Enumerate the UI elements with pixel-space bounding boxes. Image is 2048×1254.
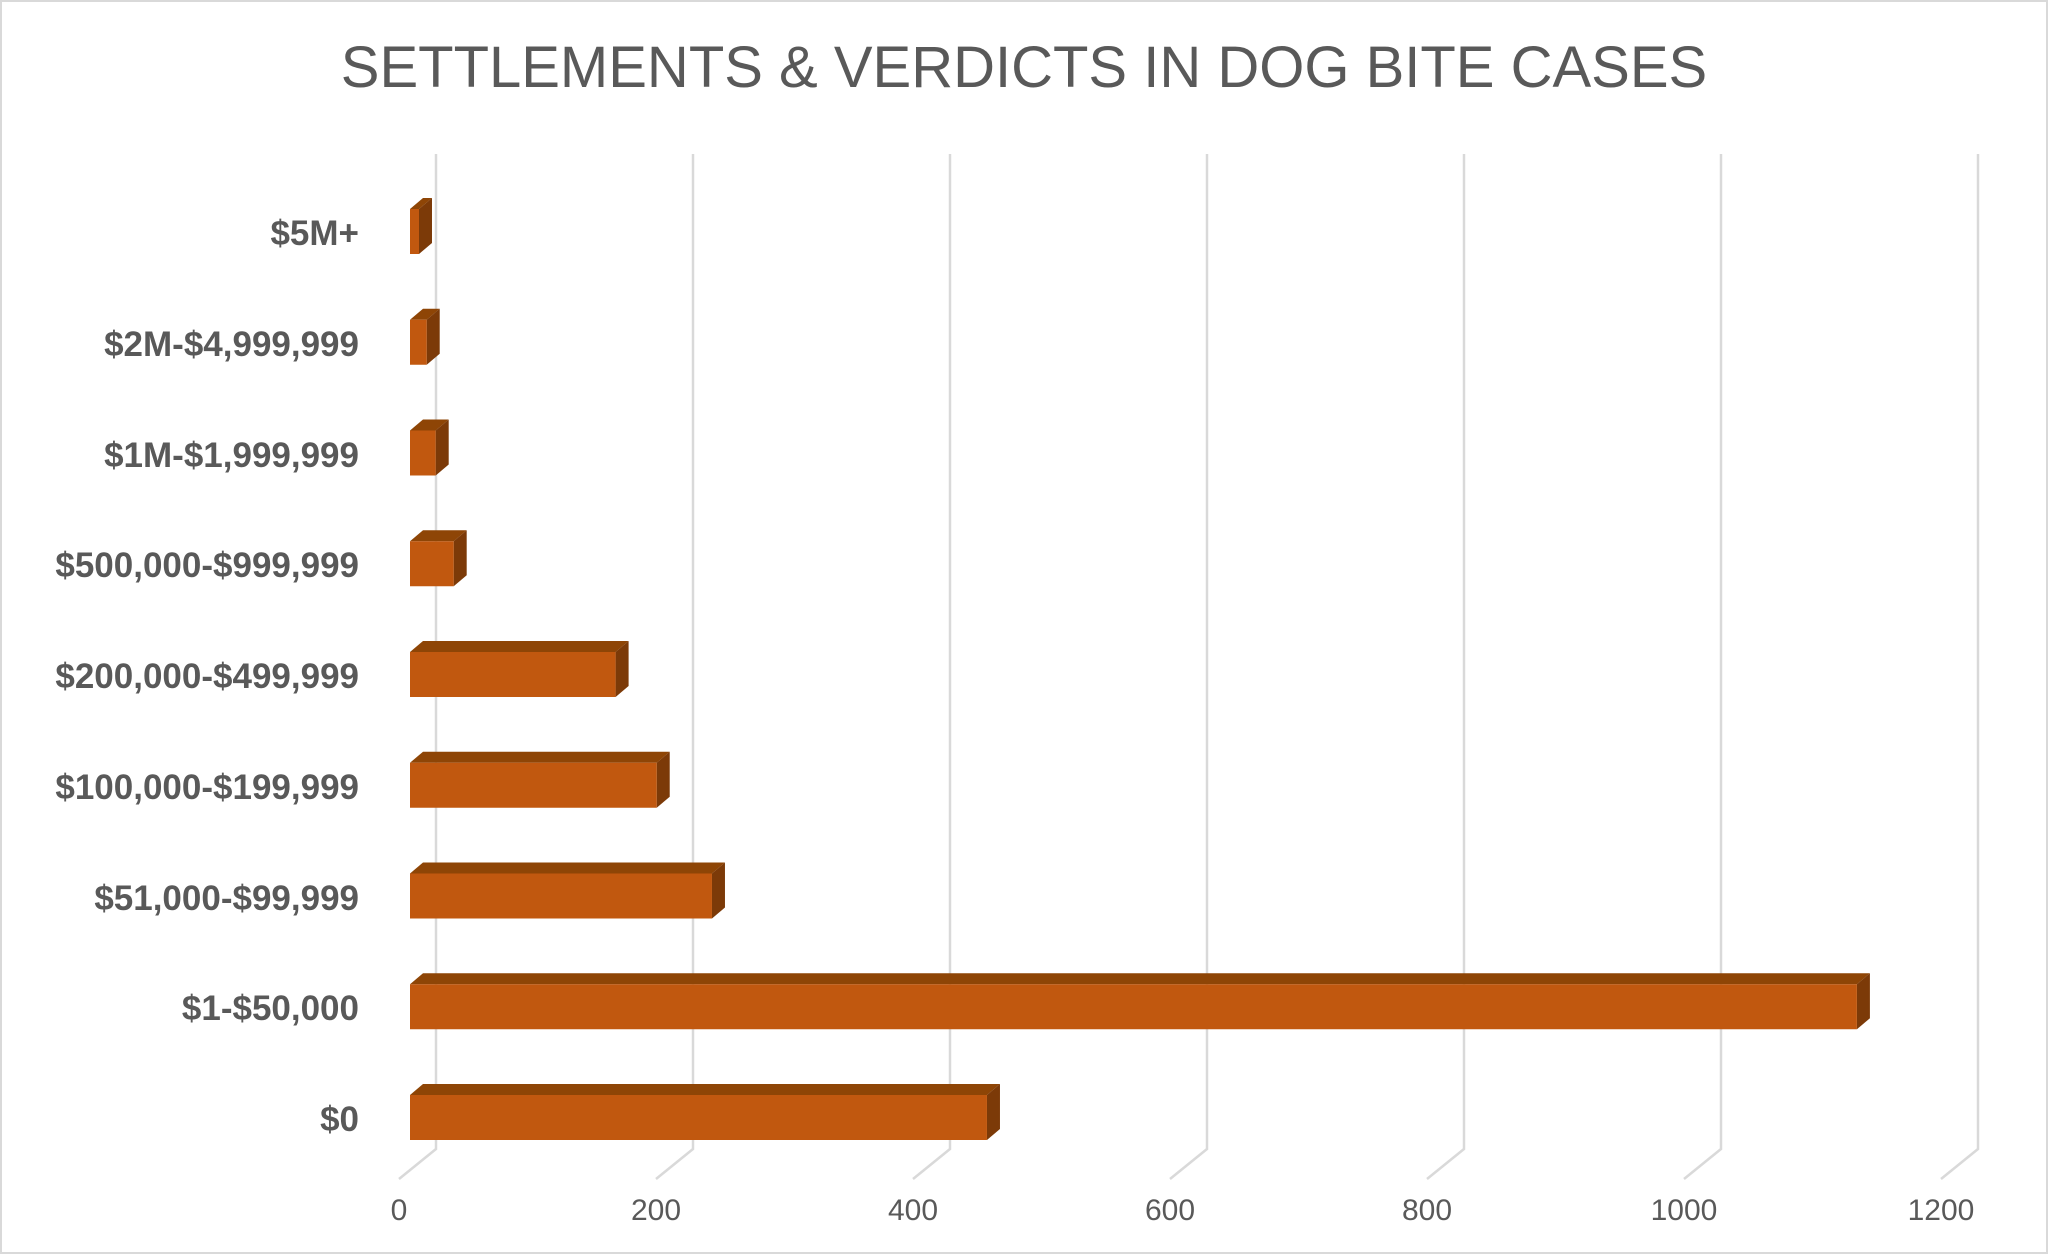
bar-top-face bbox=[410, 308, 440, 320]
category-label: $200,000-$499,999 bbox=[55, 657, 359, 696]
category-label: $0 bbox=[320, 1100, 359, 1139]
gridline bbox=[912, 154, 952, 1180]
x-tick-label: 200 bbox=[630, 1194, 682, 1227]
bar-side-face bbox=[711, 862, 725, 919]
bar-top-face bbox=[410, 862, 725, 874]
bar-side-face bbox=[615, 641, 629, 697]
bar-front-face bbox=[410, 873, 712, 919]
bar-front-face bbox=[410, 762, 657, 808]
gridline bbox=[398, 154, 438, 1180]
bar-top-face bbox=[410, 198, 432, 209]
category-label: $500,000-$999,999 bbox=[55, 546, 359, 586]
x-tick-label: 800 bbox=[1401, 1194, 1453, 1227]
category-label: $51,000-$99,999 bbox=[94, 878, 359, 918]
bar-side-face bbox=[418, 198, 432, 254]
x-tick-label: 1200 bbox=[1907, 1194, 1975, 1227]
bar-side-face bbox=[986, 1084, 1000, 1140]
x-tick-label: 400 bbox=[887, 1194, 939, 1227]
gridline bbox=[1683, 154, 1723, 1180]
bar-top-face bbox=[410, 530, 467, 542]
category-label: $1-$50,000 bbox=[181, 989, 359, 1029]
gridline bbox=[1940, 154, 1980, 1180]
bar-front-face bbox=[410, 209, 419, 254]
bar-front-face bbox=[410, 984, 1857, 1030]
category-label: $1M-$1,999,999 bbox=[104, 435, 359, 475]
bar-top-face bbox=[410, 1084, 1000, 1095]
bar-front-face bbox=[410, 1095, 987, 1140]
bar-side-face bbox=[453, 530, 467, 587]
bar-side-face bbox=[656, 751, 670, 808]
bar-side-face bbox=[1856, 973, 1870, 1030]
gridline bbox=[1169, 154, 1209, 1180]
category-label: $2M-$4,999,999 bbox=[104, 324, 359, 364]
bar-side-face bbox=[426, 308, 440, 365]
x-tick-label: 600 bbox=[1144, 1194, 1196, 1227]
bar-top-face bbox=[410, 973, 1870, 985]
x-tick-label: 0 bbox=[390, 1194, 408, 1227]
gridline bbox=[1426, 154, 1466, 1180]
bar-front-face bbox=[410, 430, 436, 476]
bar-front-face bbox=[410, 541, 454, 587]
bar-side-face bbox=[435, 419, 449, 476]
category-label: $100,000-$199,999 bbox=[55, 767, 359, 807]
category-label: $5M+ bbox=[270, 214, 359, 253]
chart-title: SETTLEMENTS & VERDICTS IN DOG BITE CASES bbox=[340, 35, 1708, 100]
bar-top-face bbox=[410, 751, 670, 763]
bar-front-face bbox=[410, 652, 616, 697]
x-tick-label: 1000 bbox=[1650, 1194, 1718, 1227]
bar-top-face bbox=[410, 641, 629, 652]
gridline bbox=[655, 154, 695, 1180]
bar-front-face bbox=[410, 319, 427, 365]
bar-top-face bbox=[410, 419, 449, 431]
